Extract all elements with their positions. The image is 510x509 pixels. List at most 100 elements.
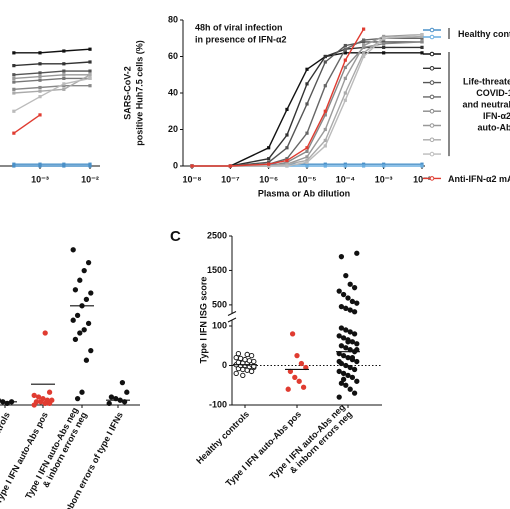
legend-label: Life-threatening: [463, 76, 510, 86]
data-point: [62, 76, 66, 80]
data-point: [336, 333, 342, 339]
data-point: [323, 144, 327, 148]
data-point: [323, 54, 327, 59]
data-point: [362, 162, 366, 166]
data-point: [343, 345, 349, 351]
y-axis-label: SARS-CoV-2: [122, 66, 132, 120]
data-point: [345, 295, 351, 301]
data-point: [382, 34, 386, 39]
data-point: [338, 303, 345, 310]
x-tick-label: Type I IFN auto-Abs neg: [268, 402, 347, 481]
data-point: [267, 164, 271, 168]
curve: [13, 48, 91, 54]
data-point: [237, 355, 244, 362]
data-point: [343, 305, 349, 311]
legend-marker: [429, 151, 435, 157]
data-point: [349, 298, 356, 305]
curve: [13, 77, 91, 112]
data-point: [323, 60, 327, 64]
data-point: [81, 267, 87, 274]
data-point: [336, 288, 342, 294]
data-point: [382, 40, 386, 44]
data-point: [106, 400, 112, 407]
data-point: [81, 327, 87, 333]
data-point: [267, 162, 271, 166]
legend-marker: [429, 51, 435, 57]
data-point: [62, 82, 66, 86]
y-tick-label: 0: [222, 360, 227, 370]
data-point: [267, 157, 271, 161]
data-point: [70, 247, 76, 253]
data-point: [33, 399, 40, 405]
y-tick-label: 100: [212, 320, 227, 330]
data-point: [235, 350, 242, 357]
data-point: [40, 395, 46, 402]
data-point: [70, 317, 76, 323]
curve: [13, 74, 90, 80]
data-point: [62, 73, 66, 77]
legend-marker: [429, 108, 435, 114]
data-point: [292, 374, 298, 380]
x-axis-label: Plasma or Ab dilution: [258, 188, 350, 198]
data-point: [420, 162, 424, 166]
y-tick-label: 1500: [207, 265, 227, 275]
axis-break: [227, 311, 237, 316]
data-point: [305, 149, 309, 153]
legend-label: IFN-α2: [483, 111, 510, 121]
data-point: [343, 43, 347, 48]
axis-break: [227, 317, 237, 323]
data-point: [244, 351, 250, 358]
data-point: [336, 368, 342, 375]
legend-marker: [429, 34, 435, 40]
data-point: [12, 64, 16, 68]
y-axis-label: Type I IFN ISG score: [198, 277, 208, 364]
data-point: [362, 51, 366, 55]
data-point: [108, 394, 115, 400]
data-point: [294, 352, 300, 359]
data-point: [248, 352, 255, 359]
x-tick-label: 10⁻²: [413, 174, 431, 184]
data-point: [420, 34, 424, 39]
data-point: [323, 113, 327, 117]
data-point: [354, 358, 360, 365]
data-point: [46, 389, 53, 395]
data-point: [362, 40, 366, 44]
data-point: [62, 49, 66, 53]
data-point: [62, 69, 66, 73]
data-point: [31, 392, 37, 399]
curve: [13, 85, 90, 90]
data-point: [362, 27, 366, 31]
data-point: [347, 386, 353, 392]
data-point: [35, 394, 42, 400]
y-tick-label: 20: [168, 124, 178, 134]
data-point: [340, 291, 347, 298]
data-point: [285, 133, 289, 137]
y-tick-label: 0: [173, 160, 178, 170]
data-point: [38, 74, 42, 79]
legend-label: COVID-19: [476, 88, 510, 98]
data-point: [83, 357, 90, 363]
data-point: [285, 146, 289, 150]
data-point: [351, 331, 358, 337]
data-point: [349, 339, 356, 345]
legend-marker: [429, 94, 435, 100]
data-point: [305, 160, 309, 164]
data-point: [354, 378, 360, 384]
data-point: [343, 76, 347, 80]
data-point: [305, 158, 309, 163]
data-point: [42, 330, 48, 336]
data-point: [79, 389, 85, 395]
data-point: [345, 354, 351, 361]
y-axis-label: positive Huh7.5 cells (%): [134, 40, 144, 146]
data-point: [343, 164, 347, 168]
y-tick-label: 60: [168, 51, 178, 61]
data-point: [362, 43, 366, 48]
x-tick-label: 10⁻⁴: [336, 174, 355, 184]
data-point: [12, 131, 16, 135]
data-point: [267, 160, 271, 164]
data-point: [343, 162, 347, 166]
data-point: [228, 164, 232, 168]
data-point: [12, 80, 16, 84]
data-point: [38, 78, 42, 82]
